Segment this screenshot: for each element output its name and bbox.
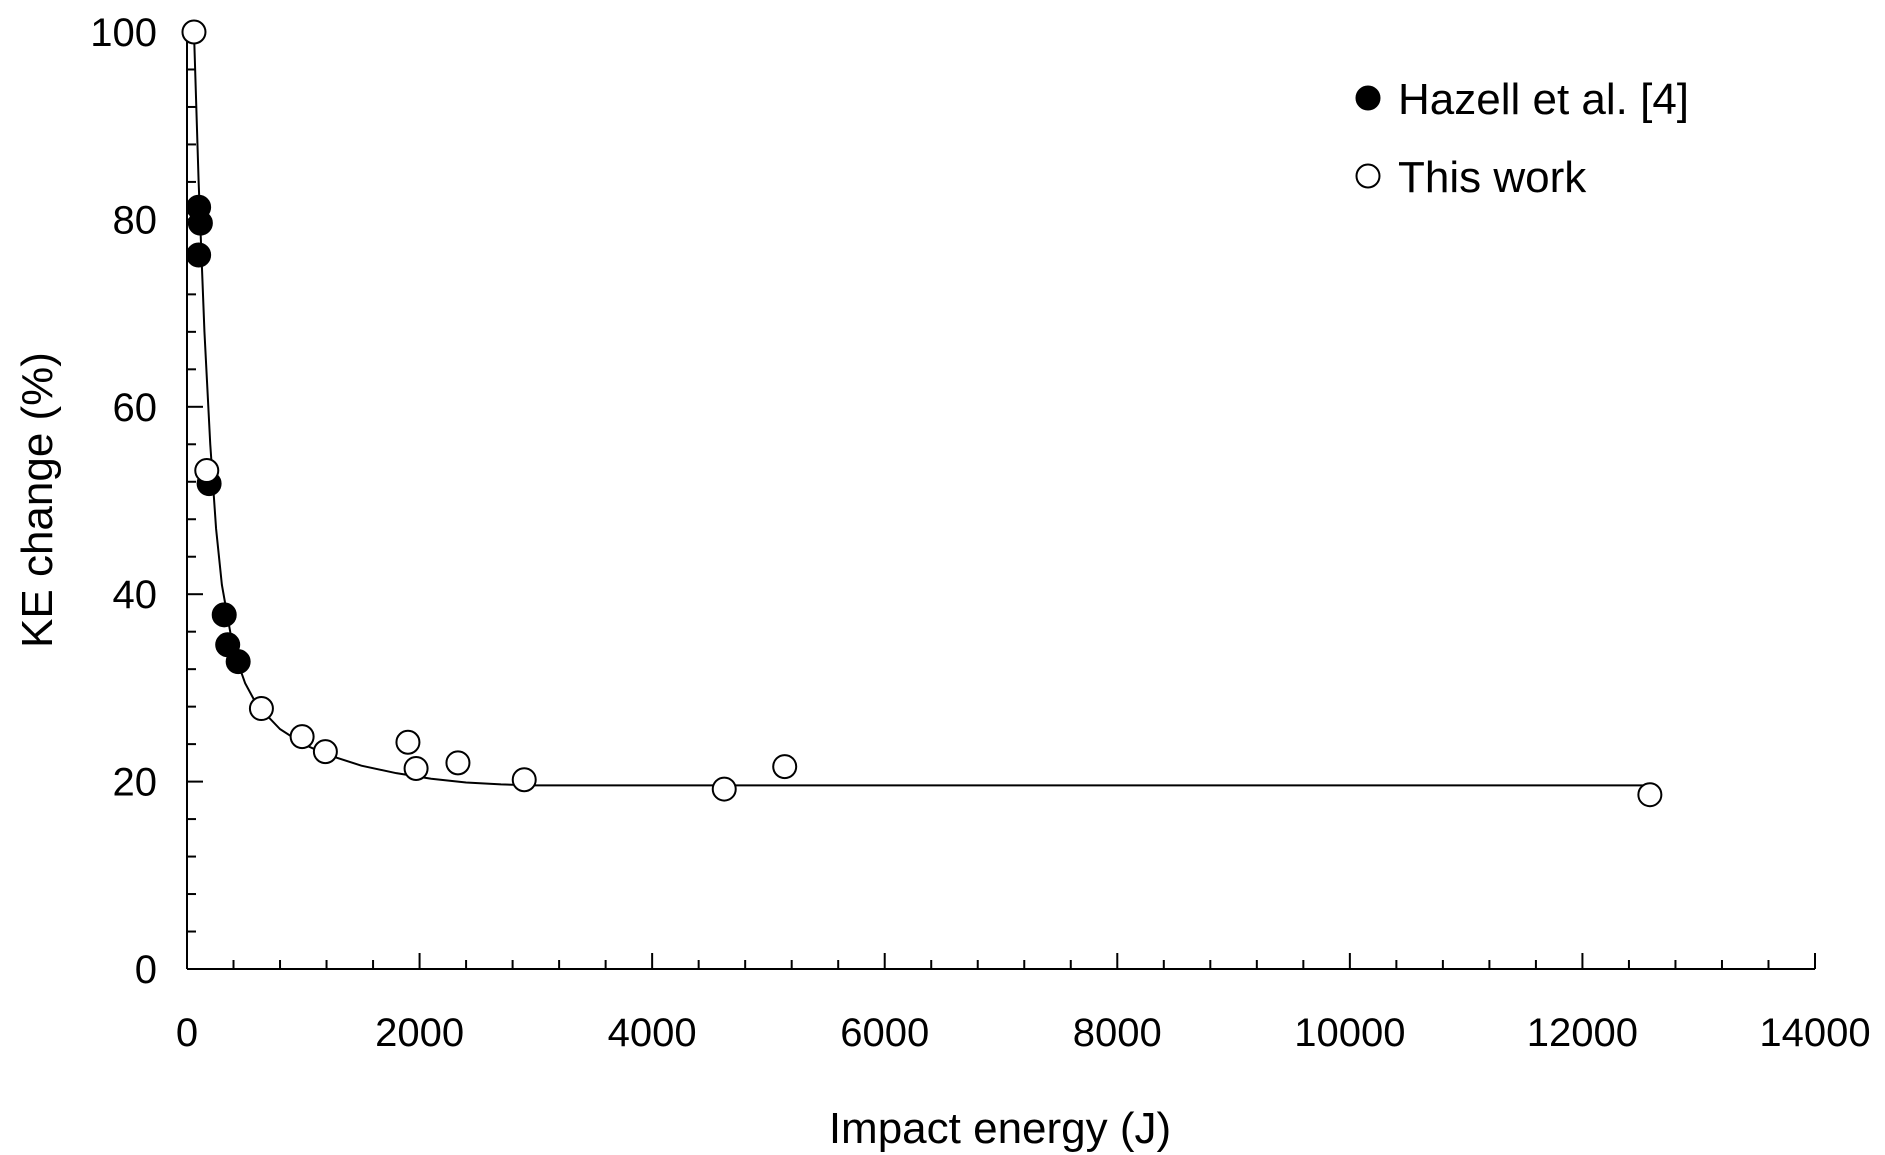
data-point-this-work [194, 458, 220, 484]
data-point-hazell [225, 649, 251, 675]
data-point-this-work [403, 755, 429, 781]
data-point-this-work [312, 739, 338, 765]
x-tick-label: 10000 [1294, 1011, 1405, 1055]
data-point-this-work [772, 754, 798, 780]
y-tick-label: 60 [113, 386, 158, 430]
data-point-this-work [711, 776, 737, 802]
y-axis-ticks: 0 20 40 60 80 100 [90, 11, 203, 992]
x-tick-label: 12000 [1527, 1011, 1638, 1055]
data-point-this-work [289, 724, 315, 750]
x-tick-label: 4000 [608, 1011, 697, 1055]
data-point-hazell [187, 210, 213, 236]
data-point-this-work [1637, 782, 1663, 808]
legend-label-this-work: This work [1398, 153, 1587, 202]
x-axis-title: Impact energy (J) [829, 1104, 1171, 1153]
x-axis-ticks: 0 2000 4000 6000 8000 10000 12000 14000 [176, 953, 1871, 1055]
data-point-this-work [511, 767, 537, 793]
x-tick-label: 0 [176, 1011, 198, 1055]
y-tick-label: 100 [90, 11, 157, 55]
legend-marker-this-work [1355, 163, 1381, 189]
x-tick-label: 8000 [1073, 1011, 1162, 1055]
x-tick-label: 6000 [840, 1011, 929, 1055]
fit-curve-group [192, 31, 1653, 787]
x-tick-label: 2000 [375, 1011, 464, 1055]
y-tick-label: 0 [135, 948, 157, 992]
data-point-hazell [211, 602, 237, 628]
axes [186, 32, 1815, 970]
y-tick-label: 80 [113, 198, 158, 242]
y-tick-label: 20 [113, 761, 158, 805]
x-tick-label: 14000 [1759, 1011, 1870, 1055]
data-point-this-work [395, 729, 421, 755]
fit-curve [192, 31, 1653, 787]
data-points [181, 19, 1663, 808]
y-tick-label: 40 [113, 573, 158, 617]
legend: Hazell et al. [4] This work [1355, 75, 1689, 202]
data-point-hazell [186, 242, 212, 268]
data-point-this-work [445, 750, 471, 776]
y-axis-title: KE change (%) [13, 352, 62, 648]
data-point-this-work [181, 19, 207, 45]
data-point-this-work [248, 696, 274, 722]
legend-marker-hazell [1355, 85, 1381, 111]
legend-label-hazell: Hazell et al. [4] [1398, 75, 1689, 124]
